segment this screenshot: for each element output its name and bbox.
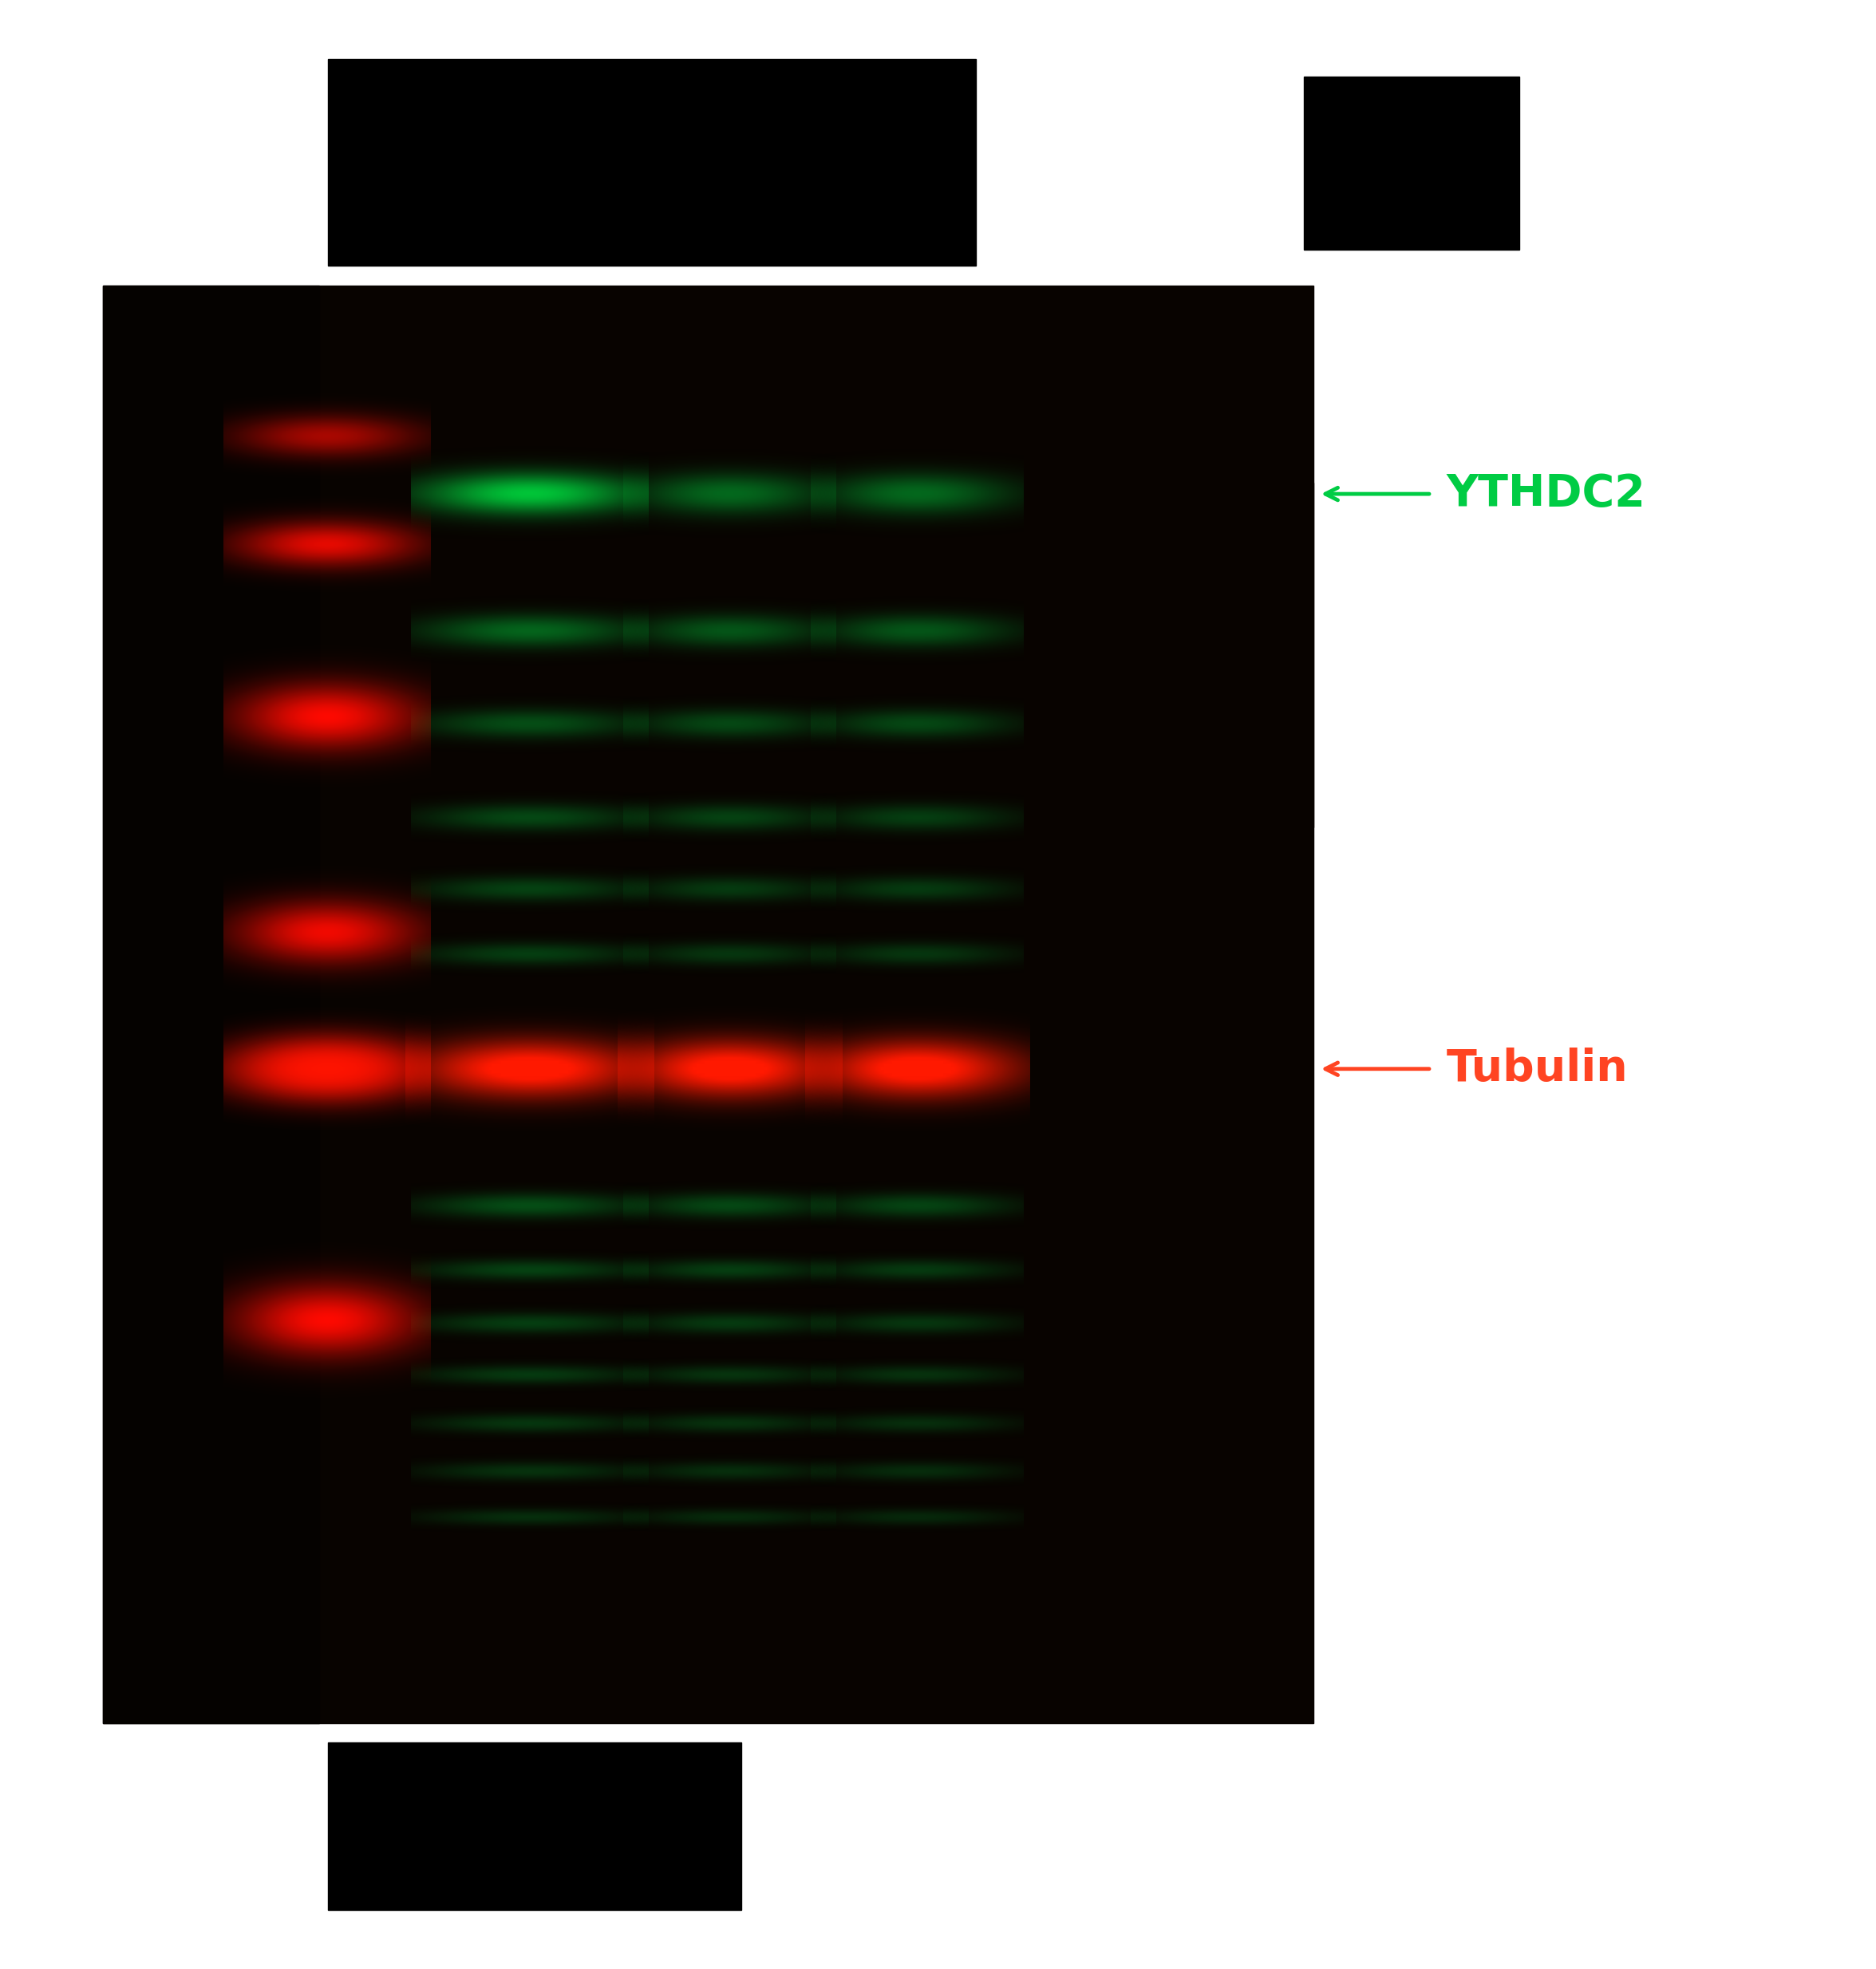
Bar xyxy=(103,286,319,1723)
Bar xyxy=(328,59,976,266)
Text: Tubulin: Tubulin xyxy=(1446,1048,1628,1091)
Bar xyxy=(1304,77,1520,250)
Bar xyxy=(328,1743,741,1910)
Text: YTHDC2: YTHDC2 xyxy=(1446,473,1645,516)
Bar xyxy=(1144,482,1313,827)
Bar xyxy=(103,286,1313,1723)
